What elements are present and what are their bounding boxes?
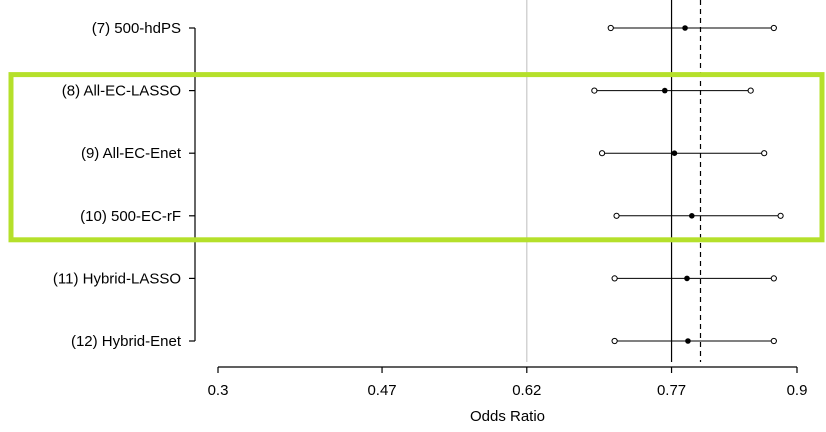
estimate-point	[671, 150, 678, 156]
y-axis: (7) 500-hdPS (8) All-EC-LASSO (9) All-EC-E…	[53, 20, 196, 350]
estimate-point	[684, 275, 690, 282]
ci-upper-point	[770, 24, 777, 32]
x-tick-label: 0.77	[657, 382, 686, 399]
ci-upper-point	[761, 150, 768, 157]
estimate-point	[689, 213, 695, 219]
estimate-point	[661, 87, 668, 94]
ci-lower-point	[613, 212, 620, 219]
ci-lower-point	[591, 87, 598, 94]
ci-upper-point	[770, 337, 777, 345]
ci-upper-point	[777, 212, 784, 219]
ci-upper-point	[770, 275, 777, 282]
x-tick-label: 0.3	[208, 382, 229, 399]
x-tick-label: 0.9	[787, 382, 808, 399]
row-label: (8) All-EC-LASSO	[62, 83, 181, 100]
ci-lower-point	[598, 150, 606, 157]
row-label: (9) All-EC-Enet	[81, 145, 182, 162]
estimate-point	[682, 25, 688, 31]
ci-lower-point	[607, 24, 614, 32]
x-axis: 0.3 0.47 0.62 0.77 0.9	[208, 366, 808, 399]
ci-lower-point	[611, 275, 618, 282]
x-tick-label: 0.47	[367, 382, 396, 399]
estimate-point	[685, 338, 691, 344]
x-axis-title: Odds Ratio	[470, 408, 545, 425]
ci-lower-point	[611, 337, 618, 345]
reference-lines	[526, 0, 702, 362]
ci-upper-point	[747, 87, 754, 94]
row-label: (12) Hybrid-Enet	[71, 333, 182, 350]
row-label: (10) 500-EC-rF	[80, 208, 181, 225]
highlight-box	[8, 72, 825, 243]
x-tick-label: 0.62	[512, 382, 541, 399]
estimate-rows	[591, 24, 784, 345]
row-label: (11) Hybrid-LASSO	[53, 270, 181, 287]
row-label: (7) 500-hdPS	[92, 20, 181, 37]
